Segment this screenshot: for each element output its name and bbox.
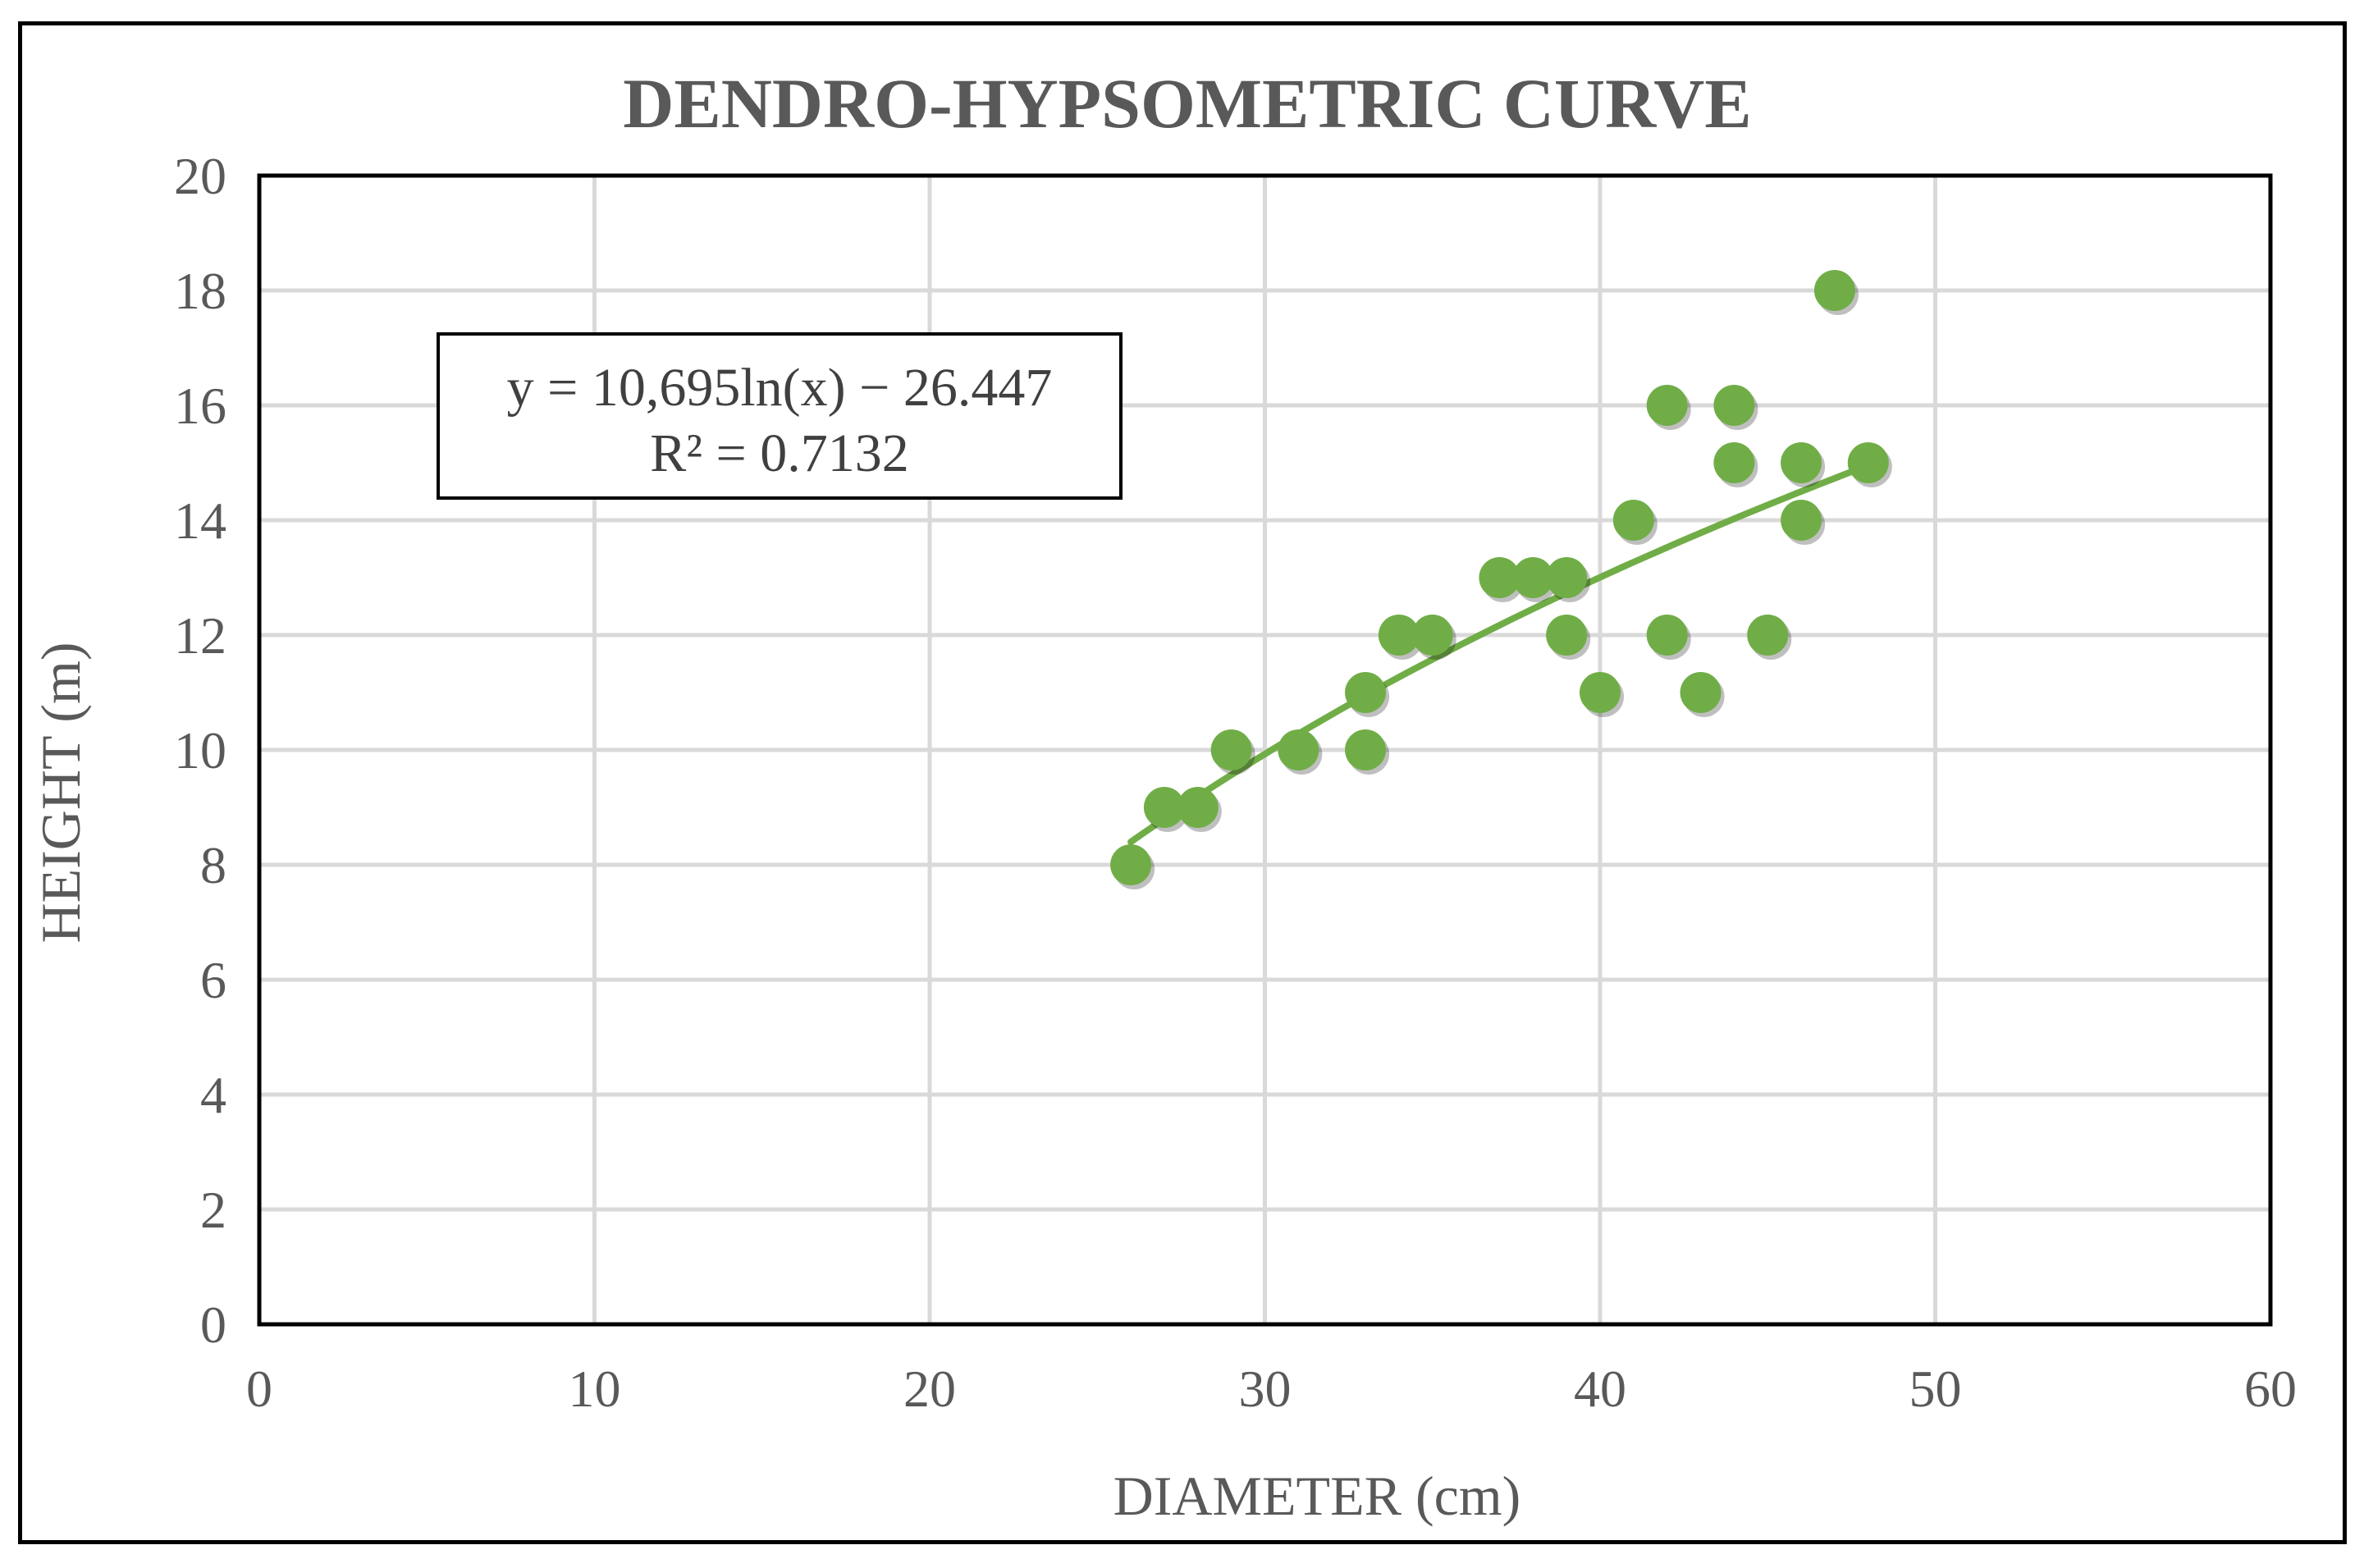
x-tick-label: 50 — [1909, 1360, 1962, 1418]
data-point — [1713, 385, 1755, 426]
data-point — [1210, 729, 1252, 770]
data-points — [1110, 270, 1892, 889]
data-point — [1177, 787, 1219, 828]
y-tick-label: 0 — [200, 1296, 226, 1354]
chart-title: DENDRO-HYPSOMETRIC CURVE — [623, 64, 1751, 143]
data-point — [1411, 615, 1453, 656]
data-point — [1479, 557, 1520, 598]
data-point — [1612, 500, 1654, 541]
data-point — [1546, 557, 1588, 598]
data-point — [1143, 787, 1185, 828]
data-point — [1646, 615, 1688, 656]
y-axis-label: HEIGHT (m) — [30, 642, 92, 944]
data-point — [1847, 442, 1889, 483]
data-point — [1781, 442, 1822, 483]
x-tick-label: 0 — [246, 1360, 272, 1418]
data-point — [1378, 615, 1420, 656]
x-tick-label: 30 — [1239, 1360, 1292, 1418]
y-tick-label: 20 — [174, 147, 226, 205]
data-point — [1110, 844, 1152, 885]
x-tick-label: 10 — [569, 1360, 621, 1418]
y-tick-label: 14 — [174, 491, 226, 550]
equation-box: y = 10,695ln(x) − 26.447 R² = 0.7132 — [437, 332, 1123, 500]
y-tick-label: 16 — [174, 377, 226, 435]
data-point — [1345, 672, 1387, 713]
data-point — [1813, 270, 1855, 311]
x-tick-label: 60 — [2244, 1360, 2297, 1418]
data-point — [1713, 442, 1755, 483]
y-tick-label: 6 — [200, 951, 226, 1009]
data-point — [1747, 615, 1789, 656]
x-tick-label: 40 — [1574, 1360, 1626, 1418]
y-tick-label: 4 — [200, 1066, 226, 1124]
data-point — [1781, 500, 1822, 541]
y-axis-ticks: 0 2 4 6 8 10 12 14 16 18 20 — [174, 147, 226, 1354]
data-point — [1680, 672, 1722, 713]
scatter-chart: DENDRO-HYPSOMETRIC CURVE 0 2 4 6 8 10 12 14 16 18… — [30, 64, 2297, 1527]
data-point — [1546, 615, 1588, 656]
data-point — [1646, 385, 1688, 426]
data-point — [1345, 729, 1387, 770]
y-tick-label: 8 — [200, 836, 226, 894]
x-tick-label: 20 — [903, 1360, 956, 1418]
trendline-equation: y = 10,695ln(x) − 26.447 — [507, 358, 1053, 418]
r-squared-label: R² = 0.7132 — [650, 423, 909, 483]
chart-frame: DENDRO-HYPSOMETRIC CURVE 0 2 4 6 8 10 12 14 16 18… — [18, 21, 2347, 1544]
data-point — [1512, 557, 1554, 598]
data-point — [1580, 672, 1621, 713]
y-tick-label: 2 — [200, 1181, 226, 1239]
equation-box-border — [437, 332, 1123, 500]
data-point — [1278, 729, 1319, 770]
plot-area-border — [257, 173, 2273, 1327]
y-tick-label: 12 — [174, 606, 226, 665]
x-axis-label: DIAMETER (cm) — [1113, 1465, 1521, 1527]
y-tick-label: 18 — [174, 262, 226, 320]
y-tick-label: 10 — [174, 721, 226, 779]
x-axis-ticks: 0 10 20 30 40 50 60 — [246, 1360, 2297, 1418]
trendline — [1127, 462, 1872, 846]
